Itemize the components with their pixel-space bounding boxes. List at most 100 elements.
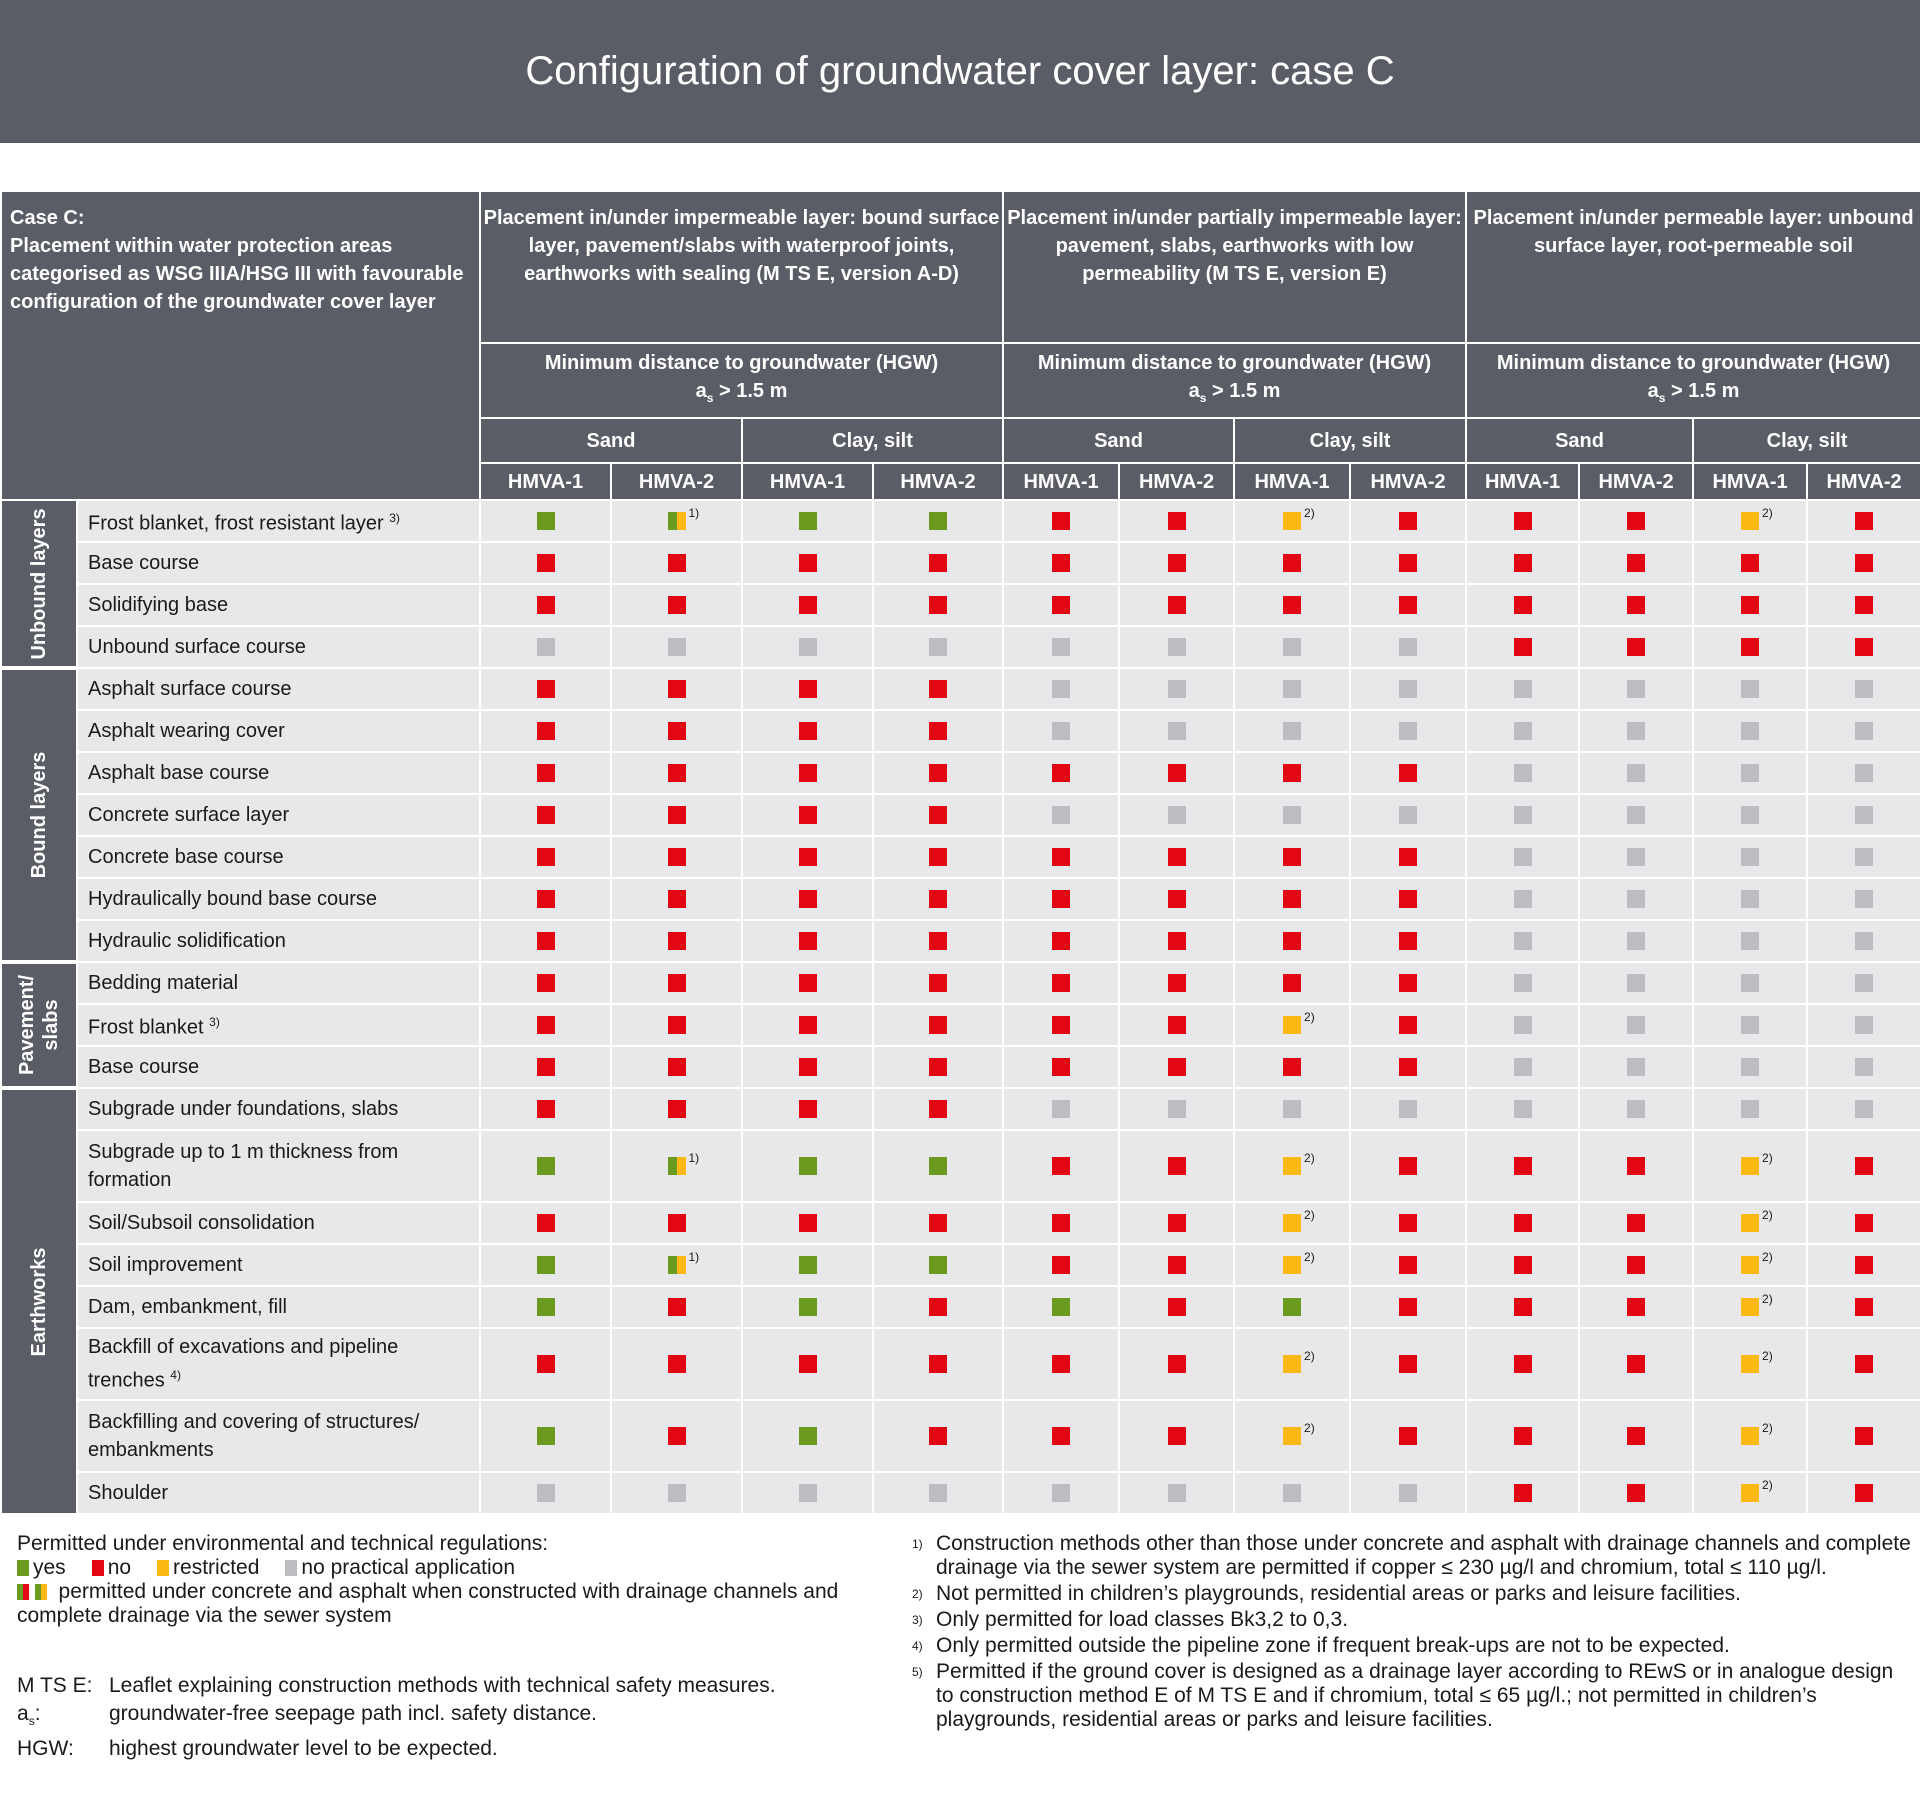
status-cell [479,583,612,627]
restricted-square-icon: 2) [1741,1208,1773,1233]
class-header: HMVA-1 [1465,462,1581,501]
no-square-icon [1855,1256,1874,1275]
row-label: Unbound surface course [76,625,481,669]
table-row: Dam, embankment, fill 2) [1,1285,1920,1329]
yes-square-icon [536,512,555,531]
no-square-icon [1283,848,1302,867]
status-cell [1465,835,1581,879]
status-cell [1002,1243,1121,1287]
legend: Permitted under environmental and techni… [17,1532,887,1628]
no-square-icon [798,1100,817,1119]
status-cell [741,583,874,627]
status-cell [479,1285,612,1329]
row-label: Backfilling and covering of structures/ … [76,1399,481,1473]
no-square-icon [929,764,948,783]
status-cell [610,709,743,753]
no-application-square-icon [1855,848,1874,867]
no-application-square-icon [798,638,817,657]
no-square-icon [667,1016,686,1035]
green-yellow-split-icon [34,1584,47,1601]
row-label: Backfill of excavations and pipeline tre… [76,1327,481,1401]
status-cell [1349,667,1468,711]
soil-header: Sand [1465,417,1695,464]
no-square-icon [536,890,555,909]
status-cell [1349,625,1468,669]
no-square-icon [1399,764,1418,783]
status-cell [610,751,743,795]
status-cell [1233,1471,1352,1515]
no-square-icon [1283,764,1302,783]
no-application-square-icon [1513,764,1532,783]
yes-restricted-split-icon: 1) [667,1151,699,1176]
yes-square-icon [536,1427,555,1446]
status-cell [1233,793,1352,837]
no-square-icon [1167,1298,1186,1317]
class-header: HMVA-2 [1806,462,1920,501]
status-cell [610,877,743,921]
no-square-icon [1167,596,1186,615]
status-cell [1118,1003,1236,1047]
no-application-square-icon [1167,680,1186,699]
status-cell [1465,751,1581,795]
yes-square-icon [929,1256,948,1275]
status-cell [610,835,743,879]
yes-square-icon [929,512,948,531]
table-row: Backfill of excavations and pipeline tre… [1,1327,1920,1401]
status-cell [1578,1327,1695,1401]
no-square-icon [1855,1157,1874,1176]
status-cell [1692,541,1809,585]
no-application-square-icon [1627,848,1646,867]
no-square-icon [667,764,686,783]
restricted-square-icon: 2) [1741,1151,1773,1176]
table-row: Unbound surface course [1,625,1920,669]
restricted-square-icon: 2) [1283,1250,1315,1275]
status-cell [479,499,612,543]
no-square-icon [1052,1355,1071,1374]
no-square-icon [1167,1427,1186,1446]
no-square-icon [1513,1298,1532,1317]
row-label: Asphalt wearing cover [76,709,481,753]
no-square-icon [1167,1355,1186,1374]
no-square-icon [929,1427,948,1446]
status-cell [871,1087,1005,1131]
status-cell [1692,835,1809,879]
status-cell [1233,625,1352,669]
no-square-icon [1399,1427,1418,1446]
no-square-icon [667,1355,686,1374]
yes-square-icon [798,1427,817,1446]
table-row: Pavement/ slabs Bedding material [0,960,1920,1089]
footnote-ref: 3) [389,511,400,526]
status-cell [1002,1471,1121,1515]
footnote-ref: 2) [1304,1208,1315,1223]
soil-header: Clay, silt [1233,417,1468,464]
status-cell [741,667,874,711]
status-cell [1118,1285,1236,1329]
footnote-ref: 2) [1762,1250,1773,1265]
no-application-square-icon [1855,974,1874,993]
no-square-icon [1399,596,1418,615]
status-cell [871,1201,1005,1245]
status-cell [1465,1201,1581,1245]
row-label: Hydraulically bound base course [76,877,481,921]
status-cell [1465,667,1581,711]
status-cell [610,1003,743,1047]
no-application-square-icon [1741,932,1760,951]
no-application-square-icon [1741,722,1760,741]
status-cell [1118,1327,1236,1401]
status-cell [1233,583,1352,627]
row-label: Base course [76,541,481,585]
no-square-icon [1399,1058,1418,1077]
no-square-icon [1399,890,1418,909]
status-cell [1806,919,1920,963]
status-cell [741,835,874,879]
no-application-square-icon [1399,806,1418,825]
status-cell [1349,919,1468,963]
status-cell [1692,583,1809,627]
status-cell [1806,877,1920,921]
no-application-square-icon [1627,806,1646,825]
no-square-icon [929,932,948,951]
status-cell [1118,1471,1236,1515]
row-label: Frost blanket, frost resistant layer 3) [76,499,481,543]
footnote-ref: 2) [1304,1151,1315,1166]
restricted-square-icon: 2) [1283,1208,1315,1233]
